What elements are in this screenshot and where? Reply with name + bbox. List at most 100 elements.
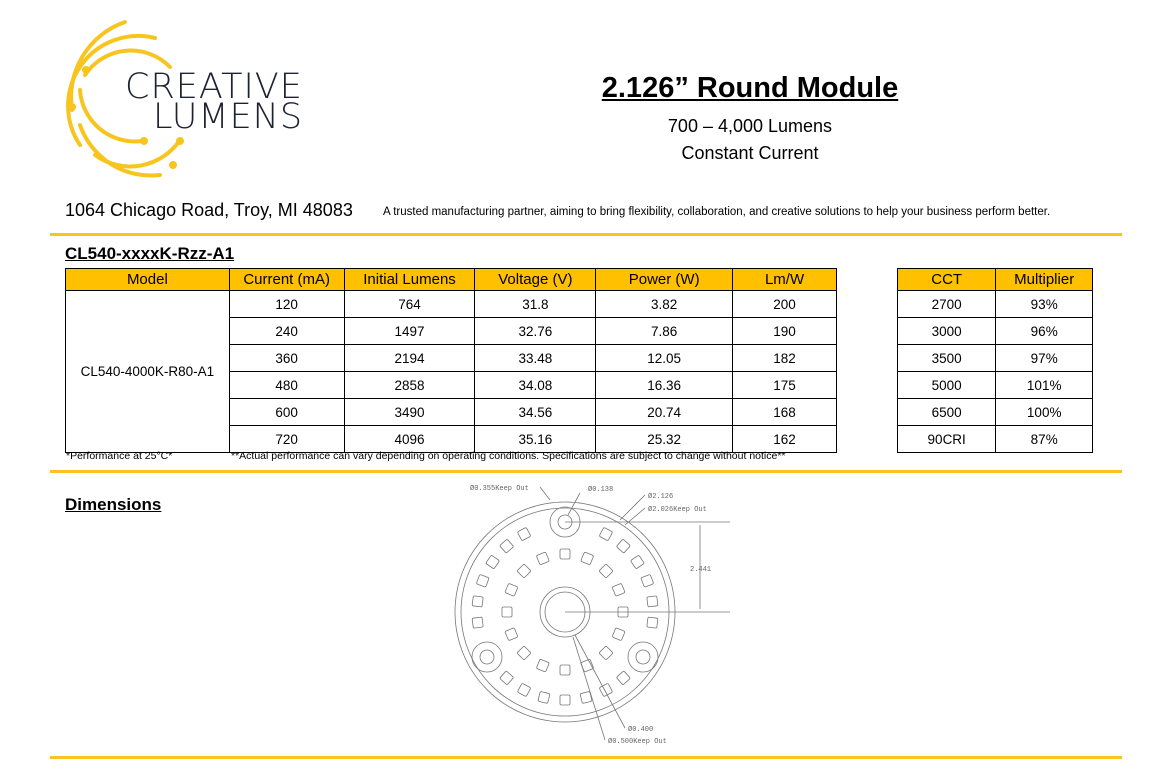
table-cell: 12.05 bbox=[595, 344, 734, 372]
logo-line2: LUMENS bbox=[153, 97, 304, 137]
leader-line bbox=[539, 486, 551, 501]
table-cell: 7.86 bbox=[595, 317, 734, 345]
page-title: 2.126” Round Module bbox=[601, 72, 899, 104]
dimension-drawing: Ø0.355Keep Out Ø0.138 Ø2.126 Ø2.026Keep … bbox=[454, 484, 730, 746]
led-pad bbox=[517, 527, 531, 541]
label-offset: 2.441 bbox=[690, 566, 711, 574]
header-voltage: Voltage (V) bbox=[474, 268, 597, 291]
table-cell: 25.32 bbox=[595, 425, 734, 453]
subtitle-lumens: 700 – 4,000 Lumens bbox=[667, 116, 833, 136]
logo-arcs-icon bbox=[66, 20, 184, 178]
table-cell: 200 bbox=[732, 290, 837, 318]
leader-line bbox=[624, 507, 646, 526]
leader-line bbox=[572, 636, 606, 741]
logo-wordmark: CREATIVE LUMENS bbox=[125, 67, 304, 137]
led-pad bbox=[536, 551, 550, 565]
table-cell: 120 bbox=[228, 290, 345, 318]
led-pad bbox=[471, 595, 484, 608]
table-row: 240 1497 32.76 7.86 190 bbox=[66, 317, 837, 345]
table-cell: 240 bbox=[228, 317, 345, 345]
table-cell: 3500 bbox=[896, 344, 997, 372]
led-pad bbox=[471, 616, 484, 629]
subtitle-current: Constant Current bbox=[681, 143, 819, 163]
table-cell: 93% bbox=[995, 290, 1093, 318]
part-number: CL540-xxxxK-Rzz-A1 bbox=[65, 244, 235, 263]
table-cell: 20.74 bbox=[595, 398, 734, 426]
table-cell: 764 bbox=[343, 290, 476, 318]
dimensions-heading: Dimensions bbox=[65, 495, 162, 514]
label-center-dia: Ø0.400 bbox=[628, 725, 653, 734]
led-pad bbox=[579, 691, 593, 704]
divider bbox=[50, 470, 1122, 473]
table-row: 90CRI 87% bbox=[896, 425, 1093, 453]
label-outer-dia: Ø2.126 bbox=[648, 492, 673, 501]
address: 1064 Chicago Road, Troy, MI 48083 bbox=[65, 200, 353, 220]
tagline: A trusted manufacturing partner, aiming … bbox=[383, 206, 1051, 218]
divider bbox=[50, 756, 1122, 759]
led-pad bbox=[599, 564, 613, 578]
table-cell: 2194 bbox=[343, 344, 476, 372]
table-header-row: CCT Multiplier bbox=[896, 268, 1093, 291]
led-pad bbox=[499, 671, 514, 685]
table-row: 5000 101% bbox=[896, 371, 1093, 399]
table-row: 2700 93% bbox=[896, 290, 1093, 318]
led-pad bbox=[517, 564, 531, 578]
table-cell: 101% bbox=[995, 371, 1093, 399]
note-temperature: *Performance at 25°C* bbox=[66, 450, 173, 462]
led-pad bbox=[612, 627, 626, 641]
table-cell: 32.76 bbox=[474, 317, 597, 345]
table-cell: 90CRI bbox=[896, 425, 997, 453]
led-pad bbox=[612, 583, 626, 597]
led-pad bbox=[646, 595, 659, 608]
logo-line1: CREATIVE bbox=[125, 67, 303, 107]
leader-line bbox=[619, 494, 646, 521]
table-row: 3500 97% bbox=[896, 344, 1093, 372]
led-pad bbox=[640, 574, 654, 588]
cct-table: CCT Multiplier 2700 93% 3000 96% 3500 97% 5000… bbox=[896, 268, 1093, 453]
table-cell: 360 bbox=[228, 344, 345, 372]
divider bbox=[50, 233, 1122, 236]
header-lmw: Lm/W bbox=[732, 268, 837, 291]
led-pad bbox=[476, 574, 490, 588]
table-cell: 162 bbox=[732, 425, 837, 453]
leader-line bbox=[574, 634, 626, 729]
led-pad bbox=[501, 606, 513, 618]
table-cell: 2700 bbox=[896, 290, 997, 318]
mount-hole bbox=[479, 649, 495, 665]
note-disclaimer: **Actual performance can vary depending … bbox=[231, 450, 786, 462]
led-pad bbox=[536, 659, 550, 673]
label-keepout-355: Ø0.355Keep Out bbox=[470, 484, 529, 493]
table-cell: 1497 bbox=[343, 317, 476, 345]
led-pad bbox=[559, 694, 571, 706]
header-power: Power (W) bbox=[595, 268, 734, 291]
table-cell: 87% bbox=[995, 425, 1093, 453]
led-pad bbox=[599, 527, 613, 541]
table-row: 480 2858 34.08 16.36 175 bbox=[66, 371, 837, 399]
led-pad bbox=[616, 539, 631, 553]
table-header-row: Model Current (mA) Initial Lumens Voltag… bbox=[65, 268, 837, 291]
led-pad bbox=[559, 548, 571, 560]
spec-table: Model Current (mA) Initial Lumens Voltag… bbox=[65, 268, 837, 453]
led-pad bbox=[499, 539, 514, 553]
led-pad bbox=[517, 646, 531, 660]
table-cell: 190 bbox=[732, 317, 837, 345]
header-model: Model bbox=[65, 268, 230, 291]
header-cct: CCT bbox=[896, 268, 997, 291]
table-cell: 168 bbox=[732, 398, 837, 426]
leader-line bbox=[567, 492, 581, 516]
label-hole: Ø0.138 bbox=[588, 485, 613, 494]
table-cell: 100% bbox=[995, 398, 1093, 426]
table-cell: 97% bbox=[995, 344, 1093, 372]
table-cell: 2858 bbox=[343, 371, 476, 399]
header-multiplier: Multiplier bbox=[995, 268, 1093, 291]
table-cell: 175 bbox=[732, 371, 837, 399]
table-cell: 600 bbox=[228, 398, 345, 426]
table-cell: 34.56 bbox=[474, 398, 597, 426]
led-pad bbox=[616, 671, 631, 685]
led-pad bbox=[537, 691, 551, 704]
table-cell: 6500 bbox=[896, 398, 997, 426]
table-cell: 480 bbox=[228, 371, 345, 399]
table-row: 3000 96% bbox=[896, 317, 1093, 345]
table-cell: 3490 bbox=[343, 398, 476, 426]
header-current: Current (mA) bbox=[228, 268, 345, 291]
